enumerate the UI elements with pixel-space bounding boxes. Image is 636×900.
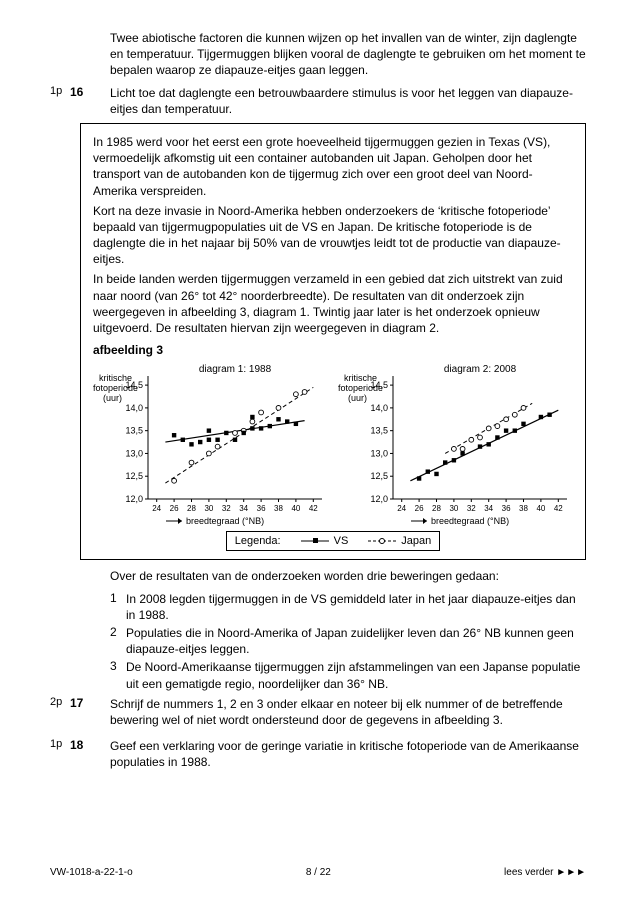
footer-center: 8 / 22 xyxy=(306,867,331,878)
q16-number: 16 xyxy=(70,85,110,117)
svg-text:breedtegraad (°NB): breedtegraad (°NB) xyxy=(186,516,264,526)
svg-text:14,0: 14,0 xyxy=(370,403,388,413)
question-17: 2p 17 Schrijf de nummers 1, 2 en 3 onder… xyxy=(50,696,586,728)
q16-marker: 1p xyxy=(50,85,70,117)
statement-3: De Noord-Amerikaanse tijgermuggen zijn a… xyxy=(126,659,586,691)
svg-text:12,5: 12,5 xyxy=(125,472,143,482)
svg-text:13,5: 13,5 xyxy=(125,426,143,436)
svg-text:38: 38 xyxy=(274,504,283,513)
svg-text:14,0: 14,0 xyxy=(125,403,143,413)
svg-text:kritische: kritische xyxy=(344,373,377,383)
figure-box: In 1985 werd voor het eerst een grote ho… xyxy=(80,123,586,560)
svg-text:12,5: 12,5 xyxy=(370,472,388,482)
svg-text:38: 38 xyxy=(519,504,528,513)
legend-title: Legenda: xyxy=(235,535,281,547)
legend-vs: VS xyxy=(301,535,349,547)
svg-text:12,0: 12,0 xyxy=(370,494,388,504)
svg-text:32: 32 xyxy=(222,504,231,513)
svg-text:36: 36 xyxy=(257,504,266,513)
q17-text: Schrijf de nummers 1, 2 en 3 onder elkaa… xyxy=(110,696,586,728)
question-16: 1p 16 Licht toe dat daglengte een betrou… xyxy=(50,85,586,117)
svg-text:28: 28 xyxy=(187,504,196,513)
svg-text:13,0: 13,0 xyxy=(125,449,143,459)
svg-text:40: 40 xyxy=(536,504,545,513)
q18-number: 18 xyxy=(70,738,110,770)
svg-text:34: 34 xyxy=(484,504,493,513)
chart-legend: Legenda: VS Japan xyxy=(93,531,573,551)
svg-text:42: 42 xyxy=(309,504,318,513)
svg-text:breedtegraad (°NB): breedtegraad (°NB) xyxy=(431,516,509,526)
open-circle-icon xyxy=(368,536,396,546)
chart-1: diagram 1: 198812,012,513,013,514,014,52… xyxy=(93,362,328,527)
svg-text:fotoperiode: fotoperiode xyxy=(338,383,383,393)
svg-text:24: 24 xyxy=(397,504,406,513)
footer-left: VW-1018-a-22-1-o xyxy=(50,867,133,878)
svg-text:(uur): (uur) xyxy=(348,393,367,403)
svg-text:26: 26 xyxy=(415,504,424,513)
svg-text:32: 32 xyxy=(467,504,476,513)
svg-text:28: 28 xyxy=(432,504,441,513)
svg-text:42: 42 xyxy=(554,504,563,513)
q17-number: 17 xyxy=(70,696,110,728)
q17-marker: 2p xyxy=(50,696,70,728)
q18-text: Geef een verklaring voor de geringe vari… xyxy=(110,738,586,770)
box-para-2: Kort na deze invasie in Noord-Amerika he… xyxy=(93,203,573,268)
chart-2: diagram 2: 200812,012,513,013,514,014,52… xyxy=(338,362,573,527)
intro-text: Twee abiotische factoren die kunnen wijz… xyxy=(110,30,586,79)
svg-text:fotoperiode: fotoperiode xyxy=(93,383,138,393)
svg-text:30: 30 xyxy=(204,504,213,513)
svg-text:diagram 2: 2008: diagram 2: 2008 xyxy=(444,364,517,375)
svg-text:diagram 1: 1988: diagram 1: 1988 xyxy=(199,364,272,375)
svg-text:24: 24 xyxy=(152,504,161,513)
figure-label: afbeelding 3 xyxy=(93,342,573,358)
svg-text:(uur): (uur) xyxy=(103,393,122,403)
svg-text:kritische: kritische xyxy=(99,373,132,383)
post-box-text: Over de resultaten van de onderzoeken wo… xyxy=(110,568,586,584)
footer-right: lees verder ►►► xyxy=(504,867,586,878)
filled-square-icon xyxy=(301,536,329,546)
statement-2: Populaties die in Noord-Amerika of Japan… xyxy=(126,625,586,657)
svg-text:26: 26 xyxy=(170,504,179,513)
svg-text:36: 36 xyxy=(502,504,511,513)
svg-text:13,5: 13,5 xyxy=(370,426,388,436)
q18-marker: 1p xyxy=(50,738,70,770)
box-para-1: In 1985 werd voor het eerst een grote ho… xyxy=(93,134,573,199)
statement-1: In 2008 legden tijgermuggen in de VS gem… xyxy=(126,591,586,623)
q16-text: Licht toe dat daglengte een betrouwbaard… xyxy=(110,85,586,117)
svg-text:30: 30 xyxy=(449,504,458,513)
svg-text:34: 34 xyxy=(239,504,248,513)
svg-text:40: 40 xyxy=(291,504,300,513)
legend-japan: Japan xyxy=(368,535,431,547)
svg-text:12,0: 12,0 xyxy=(125,494,143,504)
statements-list: 1In 2008 legden tijgermuggen in de VS ge… xyxy=(110,591,586,692)
box-para-3: In beide landen werden tijgermuggen verz… xyxy=(93,271,573,336)
svg-text:13,0: 13,0 xyxy=(370,449,388,459)
page-footer: VW-1018-a-22-1-o 8 / 22 lees verder ►►► xyxy=(50,867,586,878)
question-18: 1p 18 Geef een verklaring voor de gering… xyxy=(50,738,586,770)
